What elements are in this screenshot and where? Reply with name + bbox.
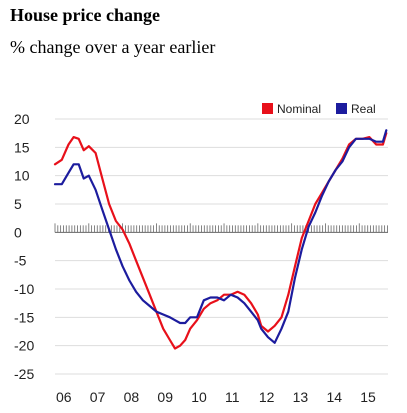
- y-tick-label: 5: [14, 196, 22, 212]
- legend-swatch: [336, 103, 347, 114]
- y-tick-label: 15: [14, 139, 30, 155]
- y-tick-label: -20: [14, 338, 34, 354]
- x-tick-label: 06: [56, 389, 72, 405]
- y-tick-label: 20: [14, 111, 30, 127]
- y-tick-label: -25: [14, 366, 34, 382]
- series-lines: [53, 129, 388, 350]
- x-tick-label: 09: [157, 389, 173, 405]
- y-tick-label: 10: [14, 168, 30, 184]
- legend-swatch: [262, 103, 273, 114]
- x-tick-label: 11: [225, 389, 240, 405]
- gridlines: [55, 118, 388, 375]
- legend-label: Nominal: [277, 102, 321, 116]
- series-line-nominal: [53, 132, 388, 350]
- y-tick-label: -5: [14, 253, 27, 269]
- legend-label: Real: [351, 102, 376, 116]
- y-tick-label: 0: [14, 224, 22, 240]
- x-tick-label: 08: [124, 389, 140, 405]
- x-tick-label: 13: [293, 389, 309, 405]
- x-tick-label: 12: [259, 389, 275, 405]
- zero-axis: [54, 223, 388, 233]
- y-tick-label: -10: [14, 281, 34, 297]
- series-line-real: [53, 129, 388, 344]
- x-tick-label: 10: [191, 389, 207, 405]
- x-tick-label: 14: [326, 389, 342, 405]
- y-tick-label: -15: [14, 309, 34, 325]
- x-tick-label: 15: [360, 389, 376, 405]
- x-tick-label: 07: [90, 389, 106, 405]
- y-axis-ticks: 20 15 10 5 0 -5 -10 -15 -20 -25: [14, 111, 34, 382]
- chart-subtitle: % change over a year earlier: [10, 37, 216, 57]
- chart-title: House price change: [10, 5, 160, 25]
- legend: Nominal Real: [262, 102, 376, 116]
- x-axis-ticks: 06 07 08 09 10 11 12 13 14 15: [56, 389, 376, 405]
